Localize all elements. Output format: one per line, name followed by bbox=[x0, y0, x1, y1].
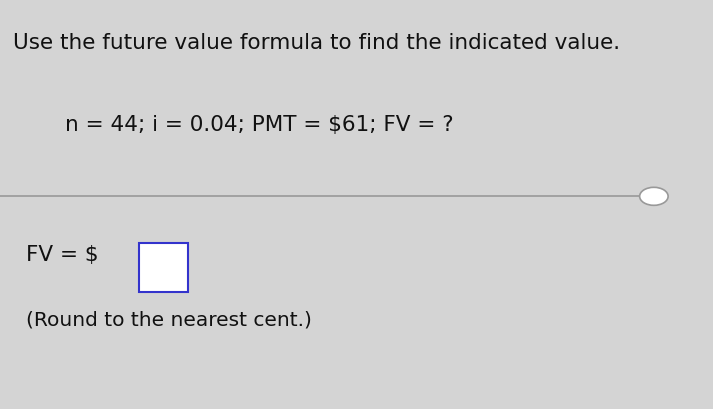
Text: FV = $: FV = $ bbox=[26, 245, 98, 265]
Circle shape bbox=[640, 187, 668, 205]
Text: n = 44; i = 0.04; PMT = $61; FV = ?: n = 44; i = 0.04; PMT = $61; FV = ? bbox=[65, 115, 453, 135]
FancyBboxPatch shape bbox=[139, 243, 188, 292]
Text: (Round to the nearest cent.): (Round to the nearest cent.) bbox=[26, 311, 312, 330]
Text: Use the future value formula to find the indicated value.: Use the future value formula to find the… bbox=[13, 33, 620, 53]
